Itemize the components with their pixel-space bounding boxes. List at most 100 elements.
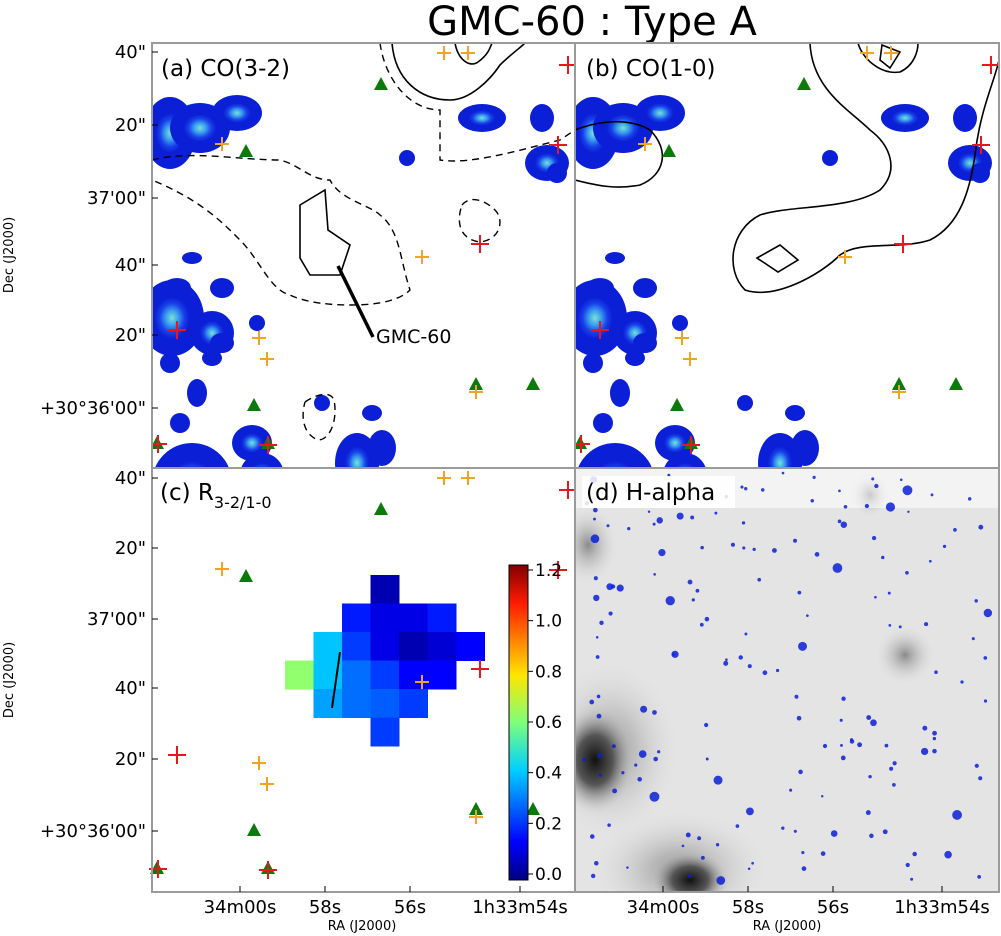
star-point — [716, 876, 726, 885]
emission-blob — [593, 413, 613, 433]
emission-blob — [202, 350, 222, 366]
star-point — [881, 555, 885, 560]
svg-text:(c) R3-2/1-0: (c) R3-2/1-0 — [160, 480, 272, 512]
emission-blob-core — [241, 433, 263, 453]
star-point — [671, 650, 679, 658]
star-point — [888, 624, 892, 627]
y-tick-label: 40" — [115, 678, 146, 699]
star-point — [929, 559, 932, 563]
panel-b-markers — [575, 46, 999, 454]
ratio-cell — [370, 717, 400, 747]
star-point — [874, 595, 877, 599]
panel-c-markers — [149, 471, 577, 879]
panel-c-label-sub: 3-2/1-0 — [214, 493, 272, 512]
star-point — [589, 699, 595, 705]
emission-blob-core — [468, 110, 496, 126]
emission-blob — [210, 278, 234, 298]
emission-blob — [249, 315, 265, 331]
star-point — [922, 725, 928, 731]
panel-a-co32 — [152, 43, 575, 468]
star-point — [626, 866, 629, 869]
emission-blob — [583, 353, 603, 373]
star-point — [793, 538, 798, 543]
y-tick-label: +30°36'00" — [40, 398, 146, 419]
star-point — [820, 851, 826, 856]
star-point — [649, 791, 660, 802]
ratio-cell — [370, 660, 400, 690]
star-point — [882, 829, 888, 835]
star-point — [838, 489, 841, 493]
star-point — [723, 660, 729, 666]
colorbar: 1.2 1.0 0.8 0.6 0.4 0.2 0.0 — [508, 561, 562, 885]
star-point — [695, 588, 700, 593]
colorbar-gradient — [508, 564, 529, 881]
star-point — [781, 826, 785, 830]
star-point — [744, 487, 748, 491]
triangle-marker — [670, 398, 684, 411]
star-point — [595, 636, 599, 639]
emission-blob — [970, 163, 990, 183]
star-point — [798, 641, 808, 651]
x-tick-label: 1h33m54s — [894, 897, 990, 918]
star-point — [953, 528, 957, 532]
star-point — [907, 510, 910, 513]
star-point — [590, 873, 596, 879]
star-point — [738, 655, 743, 660]
triangle-marker — [239, 144, 253, 157]
star-point — [840, 521, 848, 528]
star-point — [691, 598, 695, 602]
star-point — [593, 517, 596, 521]
star-point — [789, 788, 793, 792]
star-point — [832, 563, 843, 573]
co10-contours-b — [575, 43, 999, 294]
triangle-marker — [949, 377, 963, 390]
ratio-cell — [313, 632, 343, 661]
star-point — [593, 576, 598, 581]
star-point — [621, 771, 625, 775]
triangle-marker — [374, 502, 388, 515]
star-point — [741, 521, 746, 525]
star-point — [665, 596, 675, 606]
star-point — [866, 715, 872, 721]
star-point — [899, 478, 903, 482]
star-point — [685, 832, 691, 838]
ratio-cell — [427, 632, 457, 661]
star-point — [638, 750, 647, 758]
star-point — [978, 776, 983, 781]
co10-contours — [299, 43, 526, 276]
xlabel-right: RA (J2000) — [753, 919, 822, 934]
star-point — [850, 738, 854, 742]
emission-blob — [530, 104, 554, 132]
y-tick-label: 40" — [115, 42, 146, 63]
gmc60-axis-line — [331, 651, 341, 709]
star-point — [794, 694, 799, 699]
star-point — [775, 668, 780, 673]
star-point — [930, 493, 934, 497]
star-point — [744, 632, 748, 636]
star-point — [752, 547, 756, 552]
star-point — [751, 861, 754, 865]
panel-b-co10 — [575, 43, 999, 468]
ha-region-bottom-core — [650, 850, 730, 892]
co32-emission-blobs — [152, 95, 569, 468]
star-point — [772, 548, 777, 553]
star-point — [905, 570, 909, 575]
star-point — [837, 519, 842, 524]
y-tick-label: 37'00" — [87, 188, 146, 209]
star-point — [594, 861, 599, 866]
triangle-marker — [469, 377, 483, 390]
star-point — [652, 710, 657, 715]
emission-blob — [187, 379, 207, 407]
star-point — [672, 653, 675, 656]
star-point — [977, 875, 982, 879]
star-point — [760, 488, 765, 492]
star-point — [932, 736, 937, 741]
ratio-cell — [342, 632, 371, 661]
star-point — [595, 655, 600, 659]
ratio-cell — [370, 689, 400, 718]
ratio-cell — [370, 632, 400, 661]
star-point — [667, 473, 671, 477]
x-tick-label: 56s — [394, 897, 426, 918]
star-point — [932, 730, 937, 736]
star-point — [653, 573, 656, 576]
